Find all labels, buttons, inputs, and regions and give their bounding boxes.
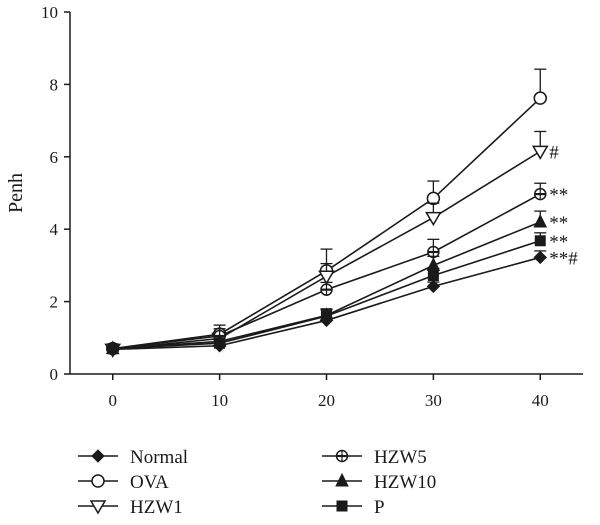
legend-item-normal: Normal (78, 447, 188, 468)
data-point (533, 213, 548, 228)
x-tick-label: 20 (318, 391, 335, 410)
legend-label: HZW1 (130, 497, 183, 518)
legend-label: HZW10 (374, 472, 436, 493)
significance-mark: ** (549, 185, 568, 206)
y-tick-label: 0 (50, 365, 59, 384)
legend-marker (91, 449, 105, 463)
y-tick-label: 8 (50, 75, 59, 94)
significance-annotations: #********# (549, 142, 578, 269)
legend-marker (336, 500, 348, 512)
data-point (321, 310, 332, 322)
legend-label: Normal (130, 447, 188, 468)
legend-item-hzw1: HZW1 (78, 497, 183, 518)
y-tick-label: 10 (41, 3, 58, 22)
significance-mark: ** (549, 232, 568, 253)
legend-label: HZW5 (374, 447, 427, 468)
legend-label: OVA (130, 472, 169, 493)
data-point (426, 279, 441, 294)
data-point (533, 91, 547, 105)
significance-mark: ** (549, 213, 568, 234)
legend-item-p: P (322, 497, 385, 518)
data-point (427, 245, 440, 259)
legend-marker (335, 449, 349, 463)
legend-marker (91, 474, 105, 488)
legend-item-hzw10: HZW10 (322, 472, 436, 493)
data-point (107, 343, 119, 355)
data-point (531, 145, 549, 160)
data-point (534, 187, 547, 201)
x-tick-label: 0 (109, 391, 118, 410)
x-tick-label: 30 (425, 391, 442, 410)
x-axis-ticks: 0 10 20 30 40 (109, 374, 549, 410)
x-tick-label: 40 (532, 391, 549, 410)
legend-item-hzw5: HZW5 (322, 447, 427, 468)
significance-mark: **# (549, 248, 578, 269)
data-point (425, 211, 442, 227)
y-tick-label: 6 (50, 148, 59, 167)
data-point (427, 270, 439, 282)
data-point (533, 250, 547, 265)
legend-marker (335, 472, 349, 487)
data-point (534, 235, 546, 247)
data-point (214, 337, 226, 349)
data-point (320, 283, 333, 296)
y-axis-ticks: 0 2 4 6 8 10 (41, 3, 70, 384)
legend: Normal OVA HZW1 HZW5 HZW10 P (78, 447, 436, 518)
y-axis-label: Penh (5, 173, 27, 213)
legend-label: P (374, 497, 385, 518)
y-tick-label: 2 (50, 293, 59, 312)
data-point (318, 270, 335, 285)
significance-mark: # (549, 142, 559, 163)
legend-item-ova: OVA (78, 472, 169, 493)
y-tick-label: 4 (50, 220, 59, 239)
series-p (106, 232, 547, 355)
legend-marker (89, 500, 107, 515)
x-tick-label: 10 (211, 391, 228, 410)
series-layer (104, 68, 549, 358)
